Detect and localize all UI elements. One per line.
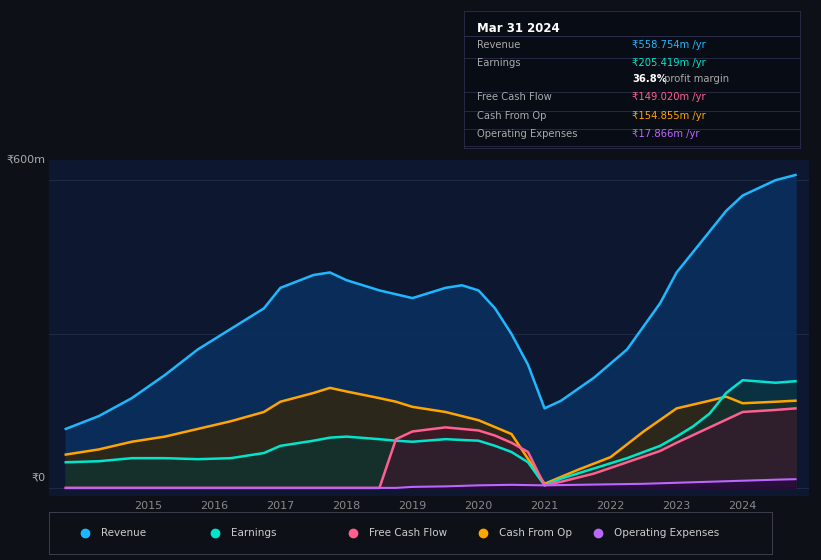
Text: Free Cash Flow: Free Cash Flow: [369, 529, 447, 538]
Text: Earnings: Earnings: [232, 529, 277, 538]
Text: profit margin: profit margin: [661, 74, 729, 85]
Text: ₹154.855m /yr: ₹154.855m /yr: [632, 111, 706, 122]
Text: ₹17.866m /yr: ₹17.866m /yr: [632, 129, 699, 139]
Text: ₹149.020m /yr: ₹149.020m /yr: [632, 92, 706, 102]
Text: Earnings: Earnings: [477, 58, 521, 68]
Text: Cash From Op: Cash From Op: [498, 529, 571, 538]
Text: 36.8%: 36.8%: [632, 74, 667, 85]
Text: Mar 31 2024: Mar 31 2024: [477, 22, 560, 35]
Text: Operating Expenses: Operating Expenses: [477, 129, 578, 139]
Text: Revenue: Revenue: [101, 529, 146, 538]
Text: ₹205.419m /yr: ₹205.419m /yr: [632, 58, 706, 68]
Text: Operating Expenses: Operating Expenses: [614, 529, 719, 538]
Text: Revenue: Revenue: [477, 40, 521, 50]
Text: ₹558.754m /yr: ₹558.754m /yr: [632, 40, 706, 50]
Text: Cash From Op: Cash From Op: [477, 111, 547, 122]
Text: Free Cash Flow: Free Cash Flow: [477, 92, 552, 102]
Text: ₹600m: ₹600m: [6, 155, 45, 165]
Text: ₹0: ₹0: [31, 472, 45, 482]
